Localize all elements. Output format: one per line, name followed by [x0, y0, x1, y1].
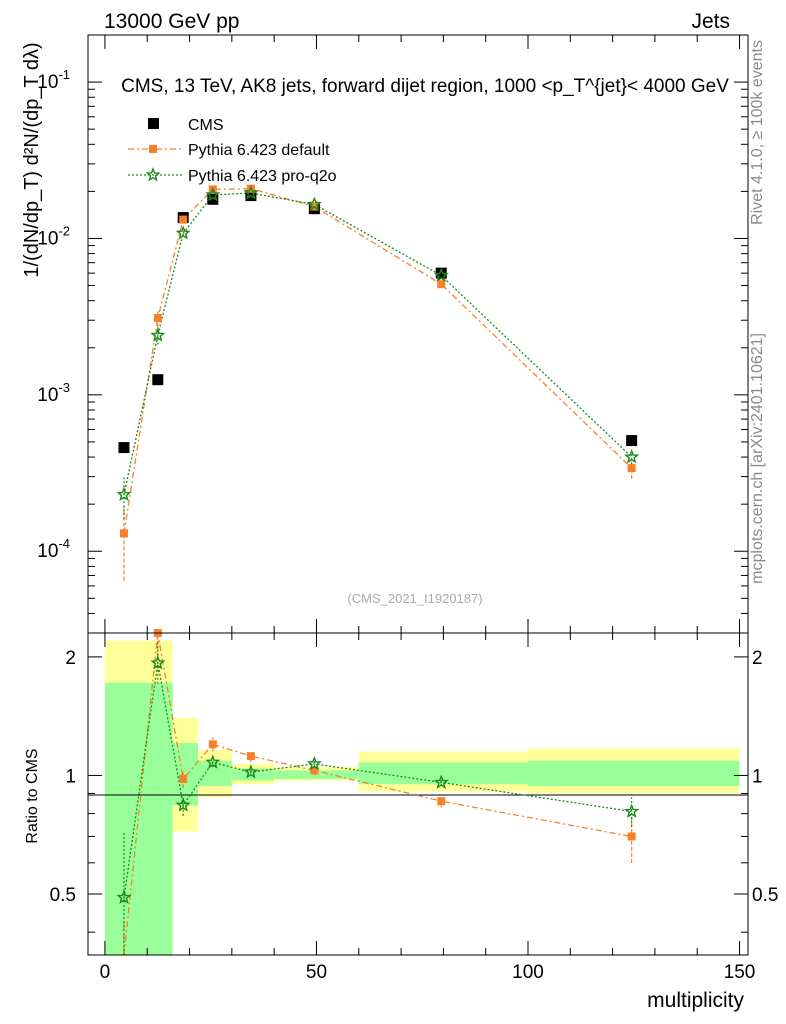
ratio-point-proq2o: [306, 756, 322, 771]
ratio-point-default: [208, 740, 217, 749]
ratio-band-inner: [528, 760, 740, 787]
ratio-point-proq2o: [205, 754, 221, 769]
ratio-point-default: [310, 766, 319, 775]
ratio-plot-frame: [87, 632, 749, 956]
series-line-proq2o: [123, 192, 633, 495]
legend-marker-default: [149, 145, 157, 153]
legend-label-default: Pythia 6.423 default: [188, 142, 330, 159]
data-point-default: [627, 464, 636, 473]
ratio-y-tick-label-right: 1: [752, 766, 763, 787]
data-point-cms: [207, 193, 219, 205]
data-point-default: [179, 215, 188, 224]
ratio-point-default: [437, 797, 446, 806]
ratio-point-proq2o: [175, 797, 191, 812]
ratio-line-default: [123, 632, 632, 956]
main-plot-frame: [87, 34, 749, 634]
data-point-cms: [118, 442, 130, 454]
ratio-point-proq2o: [116, 889, 132, 904]
ratio-line-proq2o: [123, 662, 632, 898]
data-point-default: [119, 529, 128, 538]
ratio-point-proq2o: [243, 764, 259, 779]
data-point-proq2o: [243, 185, 259, 200]
rivet-version-label: Rivet 4.1.0, ≥ 100k events: [749, 40, 766, 225]
header-right-label: Jets: [691, 10, 730, 33]
x-tick-label: 0: [100, 962, 111, 983]
main-y-axis-label: 1/(dN/dp_T) d²N/(dp_T dλ): [21, 42, 43, 277]
ratio-plot-marks: [116, 629, 640, 956]
x-tick-label: 100: [512, 962, 544, 983]
ratio-band-inner: [358, 762, 528, 785]
data-point-proq2o: [306, 196, 322, 211]
ratio-point-default: [627, 832, 636, 841]
data-point-proq2o: [205, 186, 221, 202]
ratio-band-inner: [231, 768, 275, 781]
x-axis-label: multiplicity: [647, 989, 744, 1012]
ratio-plot-panel: 0.5 0.5 1 1 2 2 0 50 100 150 Ratio to CMS multipl…: [24, 629, 778, 1012]
source-label: mcplots.cern.ch [arXiv:2401.10621]: [749, 333, 766, 584]
ratio-band-inner: [198, 760, 232, 787]
data-point-cms: [435, 267, 447, 279]
header-left-label: 13000 GeV pp: [104, 10, 239, 33]
main-plot-axes: 10-410-310-210-1: [37, 34, 748, 634]
data-point-default: [153, 314, 162, 323]
ratio-point-proq2o: [433, 774, 449, 789]
ratio-y-axis-label: Ratio to CMS: [24, 748, 41, 843]
x-tick-label: 50: [306, 962, 327, 983]
main-plot-marks: [116, 184, 640, 581]
series-line-default: [123, 188, 633, 534]
main-plot-title: CMS, 13 TeV, AK8 jets, forward dijet reg…: [121, 76, 729, 97]
data-point-proq2o: [433, 267, 449, 282]
ratio-y-tick-label: 2: [65, 648, 76, 669]
legend-label-proq2o: Pythia 6.423 pro-q2o: [188, 168, 337, 185]
legend-label-cms: CMS: [188, 117, 224, 134]
ratio-point-proq2o: [150, 655, 166, 670]
main-plot-panel: 10-410-310-210-1 CMS, 13 TeV, AK8 jets, …: [21, 34, 749, 634]
analysis-watermark: (CMS_2021_I1920187): [347, 591, 482, 606]
data-point-proq2o: [150, 327, 166, 342]
legend-marker-proq2o: [145, 167, 161, 182]
ratio-band-inner: [274, 770, 359, 779]
ratio-y-tick-label: 0.5: [50, 885, 76, 906]
ratio-y-tick-label-right: 2: [752, 648, 763, 669]
ratio-band-inner: [172, 742, 198, 806]
ratio-plot-axes: 0.5 0.5 1 1 2 2 0 50 100 150: [50, 633, 778, 983]
ratio-point-default: [246, 752, 255, 761]
data-point-cms: [626, 435, 638, 447]
data-point-default: [437, 280, 446, 289]
legend-marker-cms: [148, 118, 159, 129]
data-point-proq2o: [116, 486, 132, 502]
ratio-point-default: [179, 774, 188, 783]
data-point-proq2o: [624, 449, 640, 464]
ratio-point-proq2o: [624, 803, 640, 818]
data-point-cms: [152, 374, 164, 386]
ratio-uncertainty-bands: [104, 640, 740, 955]
ratio-y-tick-label: 1: [65, 766, 76, 787]
main-y-tick-label: 10-4: [37, 536, 70, 562]
legend: CMS Pythia 6.423 default Pythia 6.423 pr…: [128, 117, 337, 185]
main-y-tick-label: 10-3: [37, 380, 70, 406]
data-point-proq2o: [175, 225, 191, 240]
ratio-y-tick-label-right: 0.5: [752, 885, 778, 906]
x-tick-label: 150: [724, 962, 756, 983]
